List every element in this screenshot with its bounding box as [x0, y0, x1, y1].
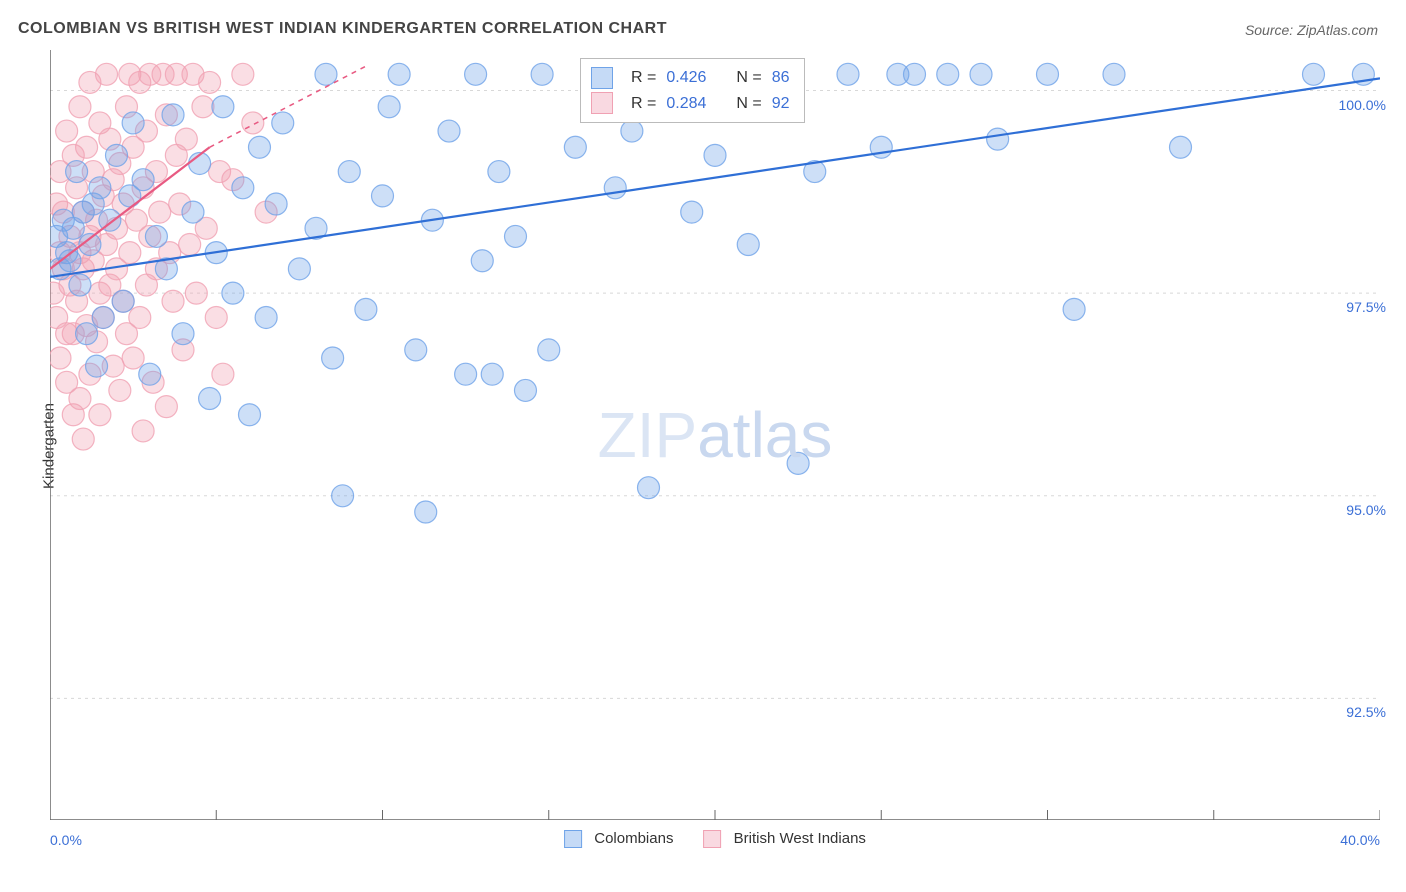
legend-label-colombians: Colombians	[594, 830, 673, 847]
stats-r-value: 0.426	[666, 65, 706, 91]
stats-swatch-colombians	[591, 67, 613, 89]
x-tick-min: 0.0%	[50, 832, 82, 848]
scatter-chart: ZIPatlas 92.5%95.0%97.5%100.0% 0.0% 40.0…	[50, 50, 1380, 820]
stats-row-bwi: R = 0.284 N = 92	[591, 91, 790, 117]
y-tick-label: 100.0%	[1339, 97, 1386, 113]
stats-r-value: 0.284	[666, 91, 706, 117]
swatch-bwi	[703, 830, 721, 848]
stats-n-label: N =	[736, 65, 761, 91]
stats-n-value: 92	[772, 91, 790, 117]
y-tick-label: 92.5%	[1346, 704, 1386, 720]
legend-item-colombians: Colombians	[564, 830, 673, 848]
legend-label-bwi: British West Indians	[734, 830, 866, 847]
stats-n-value: 86	[772, 65, 790, 91]
stats-r-label: R =	[631, 91, 656, 117]
swatch-colombians	[564, 830, 582, 848]
stats-n-label: N =	[736, 91, 761, 117]
source-attribution: Source: ZipAtlas.com	[1245, 22, 1378, 38]
chart-title: COLOMBIAN VS BRITISH WEST INDIAN KINDERG…	[18, 20, 667, 38]
y-tick-label: 97.5%	[1346, 299, 1386, 315]
page-root: COLOMBIAN VS BRITISH WEST INDIAN KINDERG…	[0, 0, 1406, 892]
stats-r-label: R =	[631, 65, 656, 91]
stats-swatch-bwi	[591, 92, 613, 114]
legend-item-bwi: British West Indians	[703, 830, 865, 848]
y-tick-label: 95.0%	[1346, 502, 1386, 518]
stats-row-colombians: R = 0.426 N = 86	[591, 65, 790, 91]
stats-box: R = 0.426 N = 86 R = 0.284 N = 92	[580, 58, 805, 123]
legend-bottom: Colombians British West Indians	[564, 830, 866, 848]
plot-svg	[50, 50, 1380, 820]
x-tick-max: 40.0%	[1340, 832, 1380, 848]
